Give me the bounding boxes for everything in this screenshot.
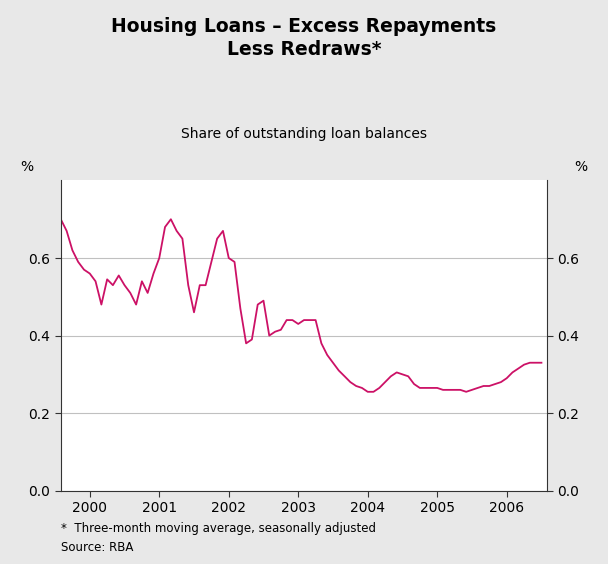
Text: %: % xyxy=(575,160,588,174)
Text: Housing Loans – Excess Repayments
Less Redraws*: Housing Loans – Excess Repayments Less R… xyxy=(111,17,497,59)
Text: Share of outstanding loan balances: Share of outstanding loan balances xyxy=(181,127,427,141)
Text: %: % xyxy=(20,160,33,174)
Text: *  Three-month moving average, seasonally adjusted: * Three-month moving average, seasonally… xyxy=(61,522,376,535)
Text: Source: RBA: Source: RBA xyxy=(61,541,133,554)
